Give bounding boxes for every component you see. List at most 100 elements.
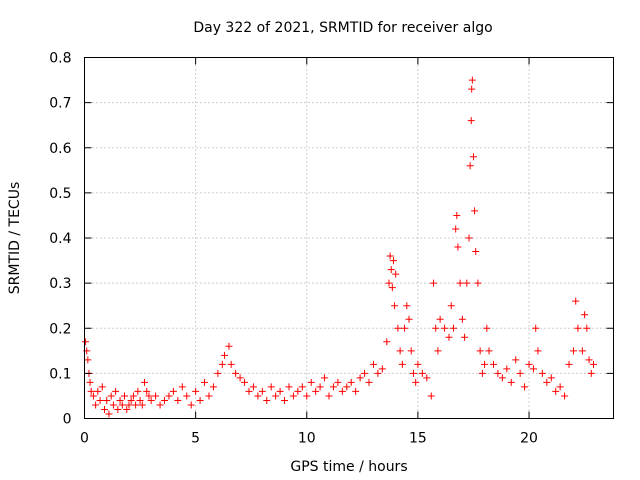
data-point xyxy=(418,369,426,377)
data-point xyxy=(414,360,422,368)
data-point xyxy=(398,360,406,368)
data-point xyxy=(241,378,249,386)
data-point xyxy=(447,302,455,310)
data-point xyxy=(436,315,444,323)
data-point xyxy=(507,378,515,386)
data-point xyxy=(534,347,542,355)
data-point xyxy=(461,333,469,341)
data-point xyxy=(132,401,140,409)
data-point xyxy=(469,153,477,161)
data-point xyxy=(429,279,437,287)
data-point xyxy=(434,347,442,355)
data-point xyxy=(543,378,551,386)
data-point xyxy=(465,234,473,242)
data-point xyxy=(96,396,104,404)
data-point xyxy=(409,369,417,377)
data-point xyxy=(214,369,222,377)
data-point xyxy=(334,378,342,386)
data-point xyxy=(453,211,461,219)
data-point xyxy=(174,396,182,404)
data-point xyxy=(407,347,415,355)
data-point xyxy=(249,383,257,391)
data-point xyxy=(94,387,102,395)
data-point xyxy=(389,257,397,265)
data-point xyxy=(467,117,475,125)
data-point xyxy=(123,405,131,413)
data-point xyxy=(125,401,133,409)
data-point xyxy=(485,347,493,355)
data-point xyxy=(129,392,137,400)
data-point xyxy=(583,324,591,332)
data-point xyxy=(356,374,364,382)
y-tick-label: 0.5 xyxy=(49,186,71,202)
data-point xyxy=(561,392,569,400)
data-point xyxy=(116,396,124,404)
data-point xyxy=(276,387,284,395)
data-point xyxy=(101,405,109,413)
data-point xyxy=(87,387,95,395)
data-point xyxy=(272,392,280,400)
data-point xyxy=(187,401,195,409)
data-point xyxy=(525,360,533,368)
data-point xyxy=(338,387,346,395)
x-axis-title: GPS time / hours xyxy=(290,459,407,475)
axis-ticks xyxy=(84,57,614,419)
data-point xyxy=(452,225,460,233)
data-point xyxy=(383,338,391,346)
data-point xyxy=(423,374,431,382)
data-point xyxy=(449,324,457,332)
data-point xyxy=(581,311,589,319)
data-point xyxy=(86,378,94,386)
data-point xyxy=(134,387,142,395)
y-tick-label: 0.2 xyxy=(49,321,71,337)
data-point xyxy=(529,365,537,373)
data-point xyxy=(587,369,595,377)
data-point xyxy=(165,392,173,400)
data-point xyxy=(471,207,479,215)
data-point xyxy=(329,383,337,391)
data-point xyxy=(374,369,382,377)
data-point xyxy=(378,365,386,373)
data-point xyxy=(84,356,92,364)
data-point xyxy=(347,378,355,386)
data-point xyxy=(427,392,435,400)
data-point xyxy=(263,396,271,404)
data-point xyxy=(572,297,580,305)
data-point xyxy=(281,396,289,404)
data-point xyxy=(236,374,244,382)
data-point xyxy=(136,396,144,404)
data-point xyxy=(556,383,564,391)
data-point xyxy=(516,369,524,377)
data-point xyxy=(466,162,474,170)
data-point xyxy=(394,324,402,332)
data-point xyxy=(183,392,191,400)
y-tick-label: 0.1 xyxy=(49,366,71,382)
data-point xyxy=(225,342,233,350)
data-point xyxy=(201,378,209,386)
data-point xyxy=(105,410,113,418)
data-point xyxy=(386,252,394,260)
data-point xyxy=(312,387,320,395)
data-point xyxy=(463,279,471,287)
data-point xyxy=(361,369,369,377)
data-point xyxy=(547,374,555,382)
y-tick-label: 0.6 xyxy=(49,141,71,157)
data-point xyxy=(227,360,235,368)
data-point xyxy=(565,360,573,368)
data-point xyxy=(298,383,306,391)
data-point xyxy=(458,315,466,323)
data-point xyxy=(512,356,520,364)
data-point xyxy=(205,392,213,400)
data-point xyxy=(285,383,293,391)
data-point xyxy=(396,347,404,355)
tick-labels: 0 0.1 0.2 0.3 0.4 0.5 0.6 0.7 0.8 0 5 10 15 20 xyxy=(49,51,538,447)
data-point xyxy=(307,378,315,386)
data-point xyxy=(289,392,297,400)
data-point xyxy=(454,243,462,251)
data-point xyxy=(82,338,90,346)
data-point xyxy=(365,378,373,386)
data-point xyxy=(138,401,146,409)
data-point xyxy=(589,360,597,368)
data-point xyxy=(145,392,153,400)
